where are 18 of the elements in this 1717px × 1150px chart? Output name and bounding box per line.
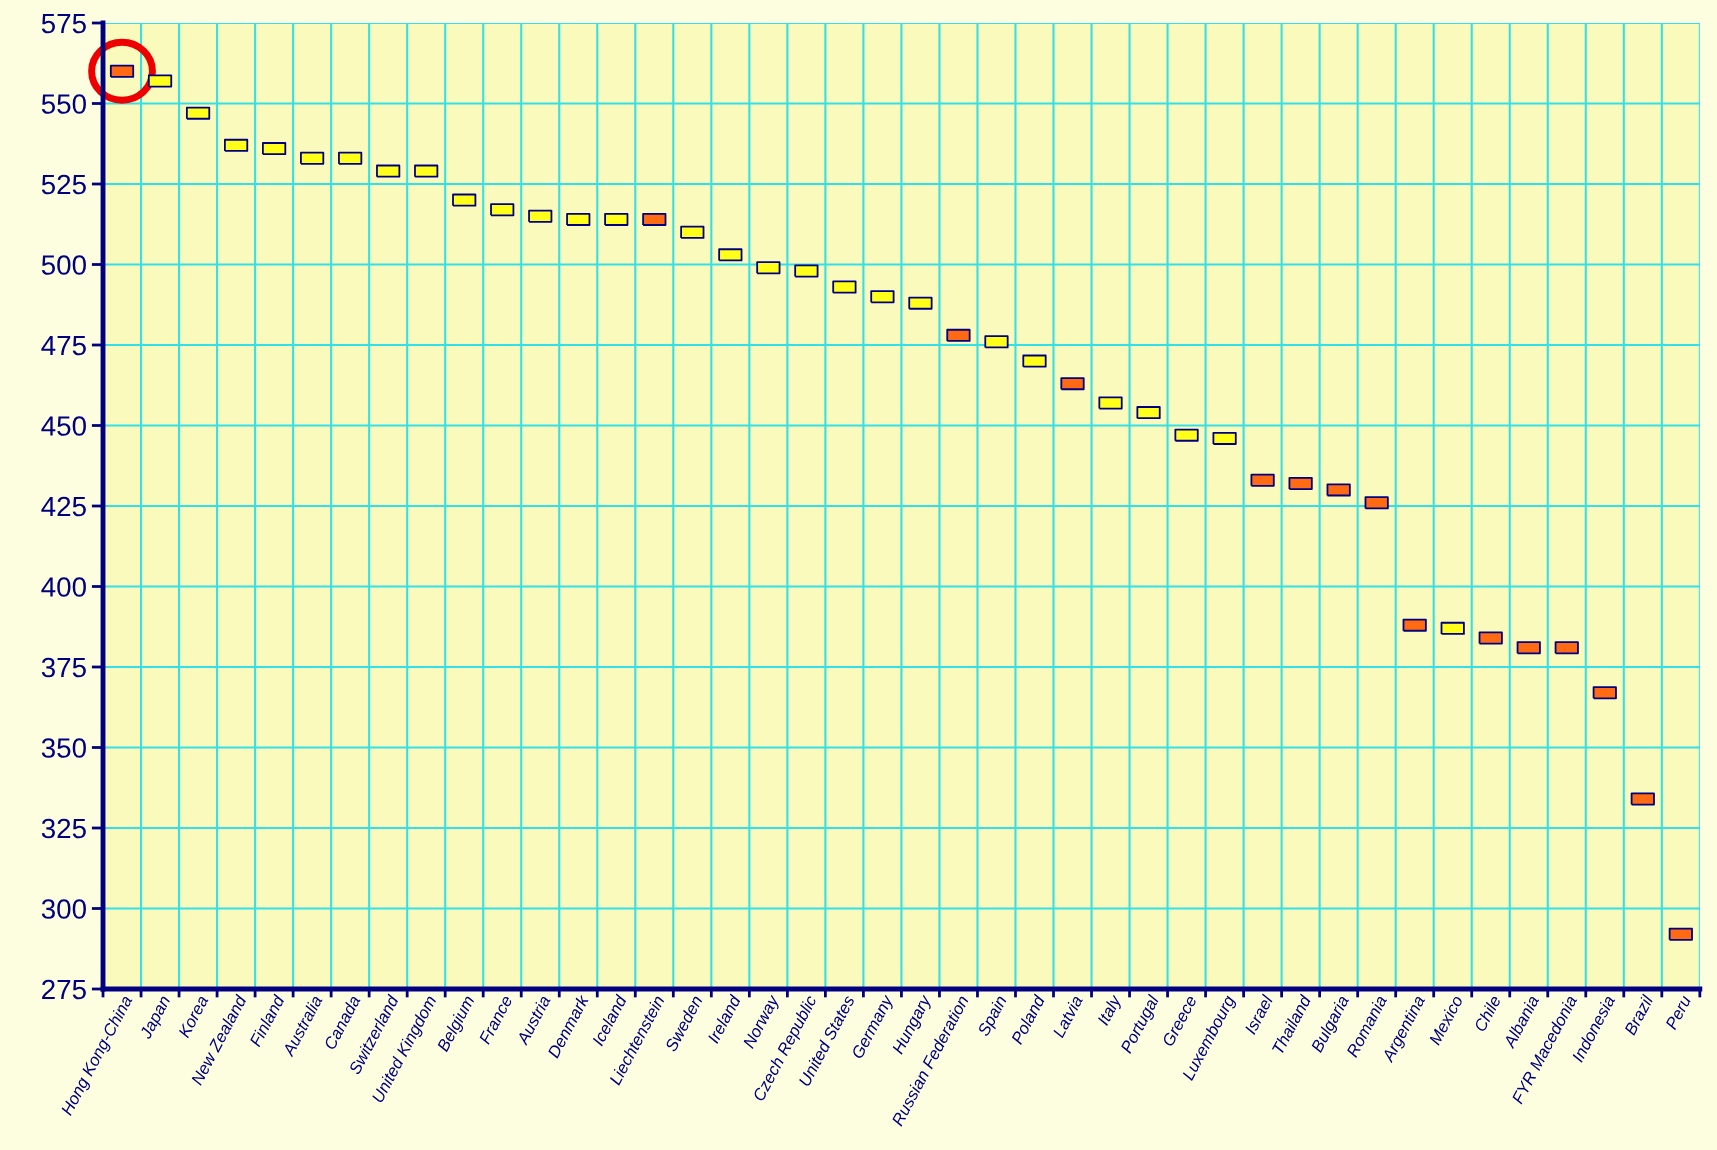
y-tick-label: 450 — [41, 416, 86, 436]
y-tick-label: 300 — [41, 899, 86, 919]
x-tick-label: Brazil — [1623, 993, 1654, 1036]
x-tick-label: Israel — [1243, 993, 1274, 1036]
x-tick-label: Spain — [976, 994, 1010, 1039]
y-tick-label: 575 — [41, 13, 86, 34]
y-tick-label: 375 — [41, 657, 86, 678]
y-tick-label: 400 — [41, 577, 86, 597]
y-tick-label: 325 — [41, 818, 86, 839]
x-tick-label: Peru — [1665, 994, 1692, 1031]
x-tick-label: Italy — [1096, 993, 1125, 1028]
y-tick-label: 500 — [41, 255, 86, 275]
y-tick-label: 425 — [41, 496, 86, 517]
y-tick-label: 550 — [41, 94, 86, 114]
y-tick-label: 475 — [41, 335, 86, 356]
x-tick-label: Chile — [1473, 994, 1502, 1033]
y-tick-label: 525 — [41, 174, 86, 195]
y-tick-label: 350 — [41, 738, 86, 758]
